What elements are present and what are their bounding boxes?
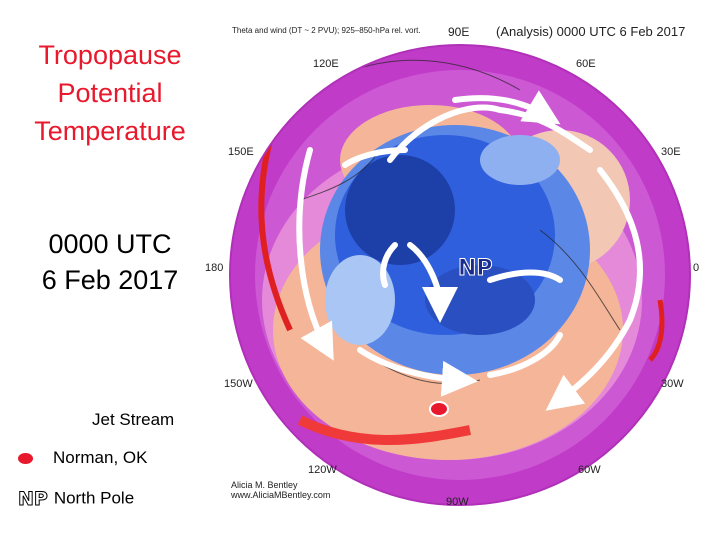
jet-arrow-east [545, 167, 643, 411]
title-line-1: Tropopause [38, 40, 182, 70]
lon-0: 0 [693, 262, 700, 274]
time-line-1: 0000 UTC [48, 229, 172, 259]
map-title: Tropopause Potential Temperature [10, 36, 210, 150]
jet-arrow-north-head [452, 90, 561, 125]
legend-jet-stream: Jet Stream [92, 410, 175, 429]
jet-arrow-northwest [342, 147, 408, 168]
analysis-label: (Analysis) 0000 UTC 6 Feb 2017 [496, 24, 686, 39]
credit-line-1: Alicia M. Bentley [231, 480, 298, 490]
jet-arrow-trough [407, 242, 458, 323]
credit-line-2: www.AliciaMBentley.com [231, 490, 331, 500]
red-dot-icon [18, 453, 33, 465]
lon-150e: 150E [228, 146, 254, 158]
lon-120e: 120E [313, 58, 339, 70]
lon-30e: 30E [661, 146, 681, 158]
north-pole-label: NP [458, 256, 494, 282]
title-line-3: Temperature [34, 116, 186, 146]
legend-north-pole: NP North Pole [18, 488, 135, 511]
lon-60w: 60W [578, 464, 601, 476]
legend-np-label: North Pole [53, 488, 135, 508]
map-header: Theta and wind (DT ~ 2 PVU); 925–850-hPa… [232, 26, 421, 35]
time-line-2: 6 Feb 2017 [41, 265, 179, 295]
jet-arrow-trough-left [380, 242, 398, 288]
jet-arrow-north [387, 104, 593, 163]
lon-30w: 30W [661, 378, 684, 390]
lon-60e: 60E [576, 58, 596, 70]
lon-120w: 120W [308, 464, 337, 476]
np-outline-icon: NP [18, 488, 49, 511]
lon-90e: 90E [448, 25, 470, 39]
norman-ok-marker [429, 401, 449, 417]
valid-time: 0000 UTC 6 Feb 2017 [10, 226, 210, 298]
lon-180: 180 [205, 262, 224, 274]
legend-norman: Norman, OK [18, 448, 147, 468]
jet-arrow-south [487, 332, 563, 378]
jet-arrow-ridge [487, 269, 563, 283]
title-line-2: Potential [57, 78, 163, 108]
map-fields [230, 45, 690, 505]
legend-norman-label: Norman, OK [53, 448, 148, 467]
jet-arrow-west [296, 147, 334, 361]
jet-arrow-southwest [357, 347, 478, 397]
lon-150w: 150W [224, 378, 253, 390]
map-credit: Alicia M. Bentley www.AliciaMBentley.com [231, 480, 330, 500]
jet-stream-arrows [296, 90, 643, 411]
lon-90w: 90W [446, 496, 469, 508]
